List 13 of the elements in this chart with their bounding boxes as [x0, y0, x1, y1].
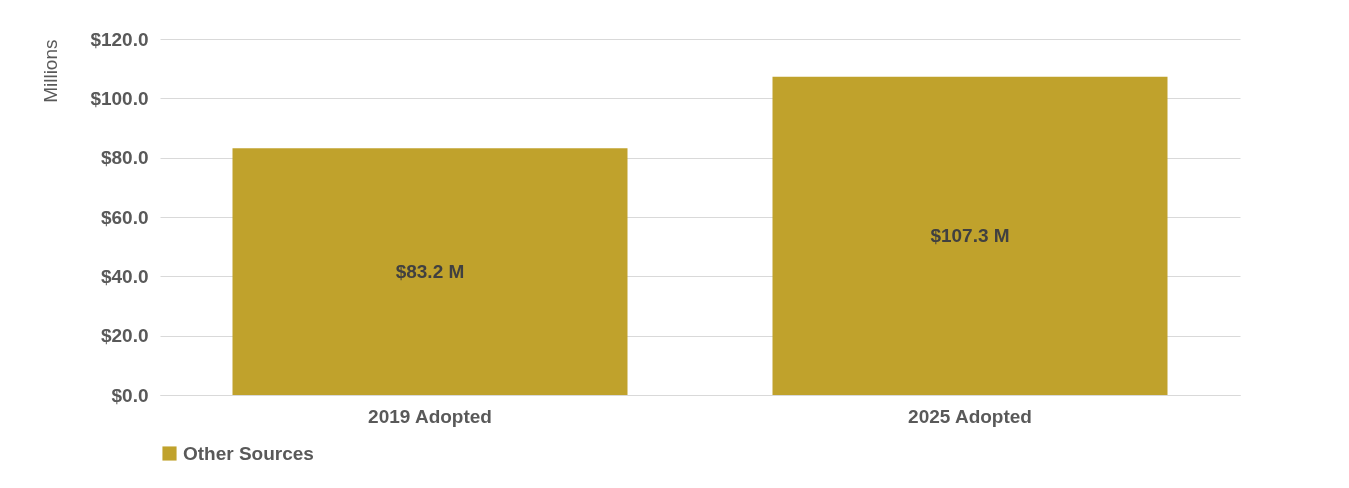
x-tick-label: 2025 Adopted	[908, 405, 1032, 427]
y-axis-title: Millions	[39, 39, 61, 103]
legend-label: Other Sources	[183, 442, 314, 464]
y-tick-label: $60.0	[100, 206, 149, 228]
x-tick-label: 2019 Adopted	[368, 405, 492, 427]
data-label: $83.2 M	[395, 260, 465, 282]
y-tick-label: $100.0	[90, 87, 149, 109]
y-tick-label: $20.0	[100, 325, 149, 347]
y-tick-label: $40.0	[100, 265, 149, 287]
y-tick-label: $120.0	[90, 28, 149, 50]
data-label: $107.3 M	[930, 224, 1010, 246]
y-tick-label: $0.0	[111, 384, 149, 406]
y-tick-label: $80.0	[100, 147, 149, 169]
